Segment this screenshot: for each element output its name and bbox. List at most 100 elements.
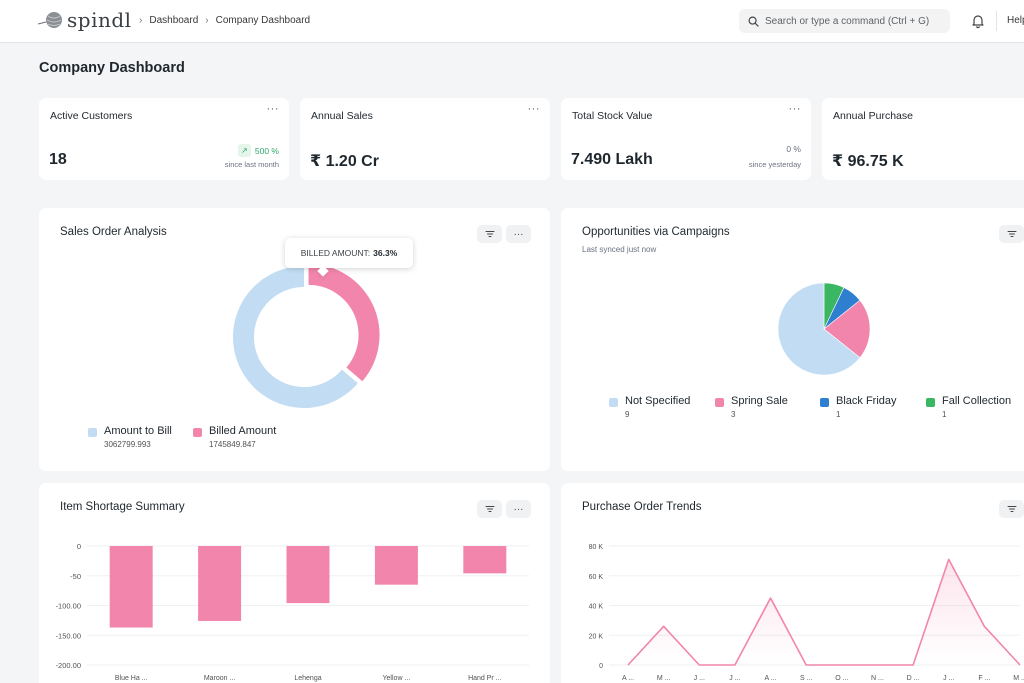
legend-item-spring-sale[interactable]: Spring Sale 3 bbox=[715, 395, 788, 419]
y-tick-label: 20 K bbox=[589, 633, 604, 640]
navbar: spindl › Dashboard › Company Dashboard H… bbox=[0, 0, 1024, 43]
legend-value: 1745849.847 bbox=[209, 440, 256, 449]
breadcrumb-company-dashboard[interactable]: Company Dashboard bbox=[215, 15, 311, 26]
legend-label: Billed Amount bbox=[209, 425, 277, 437]
brand-name: spindl bbox=[67, 8, 132, 32]
card-menu-button[interactable]: ··· bbox=[527, 103, 540, 115]
notification-bell-icon[interactable] bbox=[970, 13, 986, 29]
chart-title: Item Shortage Summary bbox=[60, 501, 185, 513]
legend-swatch bbox=[193, 428, 202, 437]
chart-subtitle: Last synced just now bbox=[582, 245, 657, 254]
chart-title: Purchase Order Trends bbox=[582, 501, 702, 513]
filter-button[interactable] bbox=[477, 500, 502, 518]
bar bbox=[463, 546, 507, 574]
x-tick-label: Yellow ... bbox=[383, 675, 411, 682]
legend-item-fall-collection[interactable]: Fall Collection 1 bbox=[926, 395, 1011, 419]
card-label: Active Customers bbox=[50, 110, 133, 122]
pie-slice-spring-sale bbox=[823, 299, 871, 359]
tooltip-value: 36.3% bbox=[373, 248, 398, 258]
x-tick-label: J ... bbox=[729, 675, 740, 682]
card-menu-button[interactable]: ··· bbox=[266, 103, 279, 115]
arrow-up-right-icon: ↗ bbox=[237, 144, 251, 157]
number-card-total-stock-value: Total Stock Value ··· 0 % since yesterda… bbox=[561, 98, 811, 180]
legend-label: Spring Sale bbox=[731, 395, 788, 407]
legend-swatch bbox=[926, 398, 935, 407]
chart-title: Sales Order Analysis bbox=[60, 226, 167, 238]
bar bbox=[198, 546, 242, 621]
x-tick-label: O ... bbox=[835, 675, 848, 682]
x-tick-label: M ... bbox=[657, 675, 671, 682]
percent-change: 0 % bbox=[786, 144, 801, 154]
number-card-annual-sales: Annual Sales ··· ₹ 1.20 Cr bbox=[300, 98, 550, 180]
since-label: since yesterday bbox=[748, 160, 801, 169]
chevron-right-icon: › bbox=[205, 15, 209, 26]
filter-icon bbox=[485, 231, 494, 237]
card-label: Annual Sales bbox=[311, 110, 373, 122]
x-tick-label: Blue Ha ... bbox=[115, 675, 148, 682]
bar-chart: 0 -50 -100.00 -150.00 -200.00 Blue Ha ... Maro… bbox=[56, 542, 529, 682]
legend-swatch bbox=[88, 428, 97, 437]
legend-item-amount-to-bill[interactable]: Amount to Bill 3062799.993 bbox=[88, 425, 172, 449]
x-tick-label: Hand Pr ... bbox=[468, 675, 502, 682]
navbar-divider bbox=[996, 11, 997, 31]
tooltip-label: BILLED AMOUNT: bbox=[300, 248, 371, 258]
x-tick-label: N ... bbox=[871, 675, 884, 682]
filter-button[interactable] bbox=[999, 225, 1024, 243]
legend-label: Not Specified bbox=[625, 395, 691, 407]
chart-card-item-shortage-summary: Item Shortage Summary ··· 0 -50 -100.00 -15… bbox=[39, 483, 550, 683]
percent-change-value: 500 % bbox=[254, 145, 279, 156]
chart-menu-button[interactable]: ··· bbox=[506, 500, 531, 518]
filter-icon bbox=[485, 506, 494, 512]
legend-item-black-friday[interactable]: Black Friday 1 bbox=[820, 395, 897, 419]
legend-item-billed-amount[interactable]: Billed Amount 1745849.847 bbox=[193, 425, 276, 449]
chart-card-purchase-order-trends: Purchase Order Trends 0 20 K 40 K 60 K 80 K A… bbox=[561, 483, 1024, 683]
x-tick-label: Lehenga bbox=[294, 675, 321, 682]
chart-menu-button[interactable]: ··· bbox=[506, 225, 531, 243]
y-tick-label: -200.00 bbox=[56, 661, 81, 670]
legend-swatch bbox=[820, 398, 829, 407]
breadcrumb-dashboard[interactable]: Dashboard bbox=[149, 15, 199, 26]
x-tick-label: S ... bbox=[800, 675, 813, 682]
pie-chart bbox=[777, 282, 871, 376]
filter-button[interactable] bbox=[999, 500, 1024, 518]
chevron-right-icon: › bbox=[139, 15, 143, 26]
card-value: ₹ 1.20 Cr bbox=[310, 153, 379, 170]
chart-tooltip: BILLED AMOUNT: 36.3% bbox=[285, 238, 413, 268]
legend-item-not-specified[interactable]: Not Specified 9 bbox=[609, 395, 690, 419]
bar bbox=[286, 546, 330, 604]
card-label: Annual Purchase bbox=[833, 110, 913, 122]
page-title: Company Dashboard bbox=[39, 60, 185, 76]
since-label: since last month bbox=[224, 160, 279, 169]
filter-icon bbox=[1007, 506, 1016, 512]
number-card-annual-purchase: Annual Purchase ₹ 96.75 K bbox=[822, 98, 1024, 180]
filter-icon bbox=[1007, 231, 1016, 237]
x-tick-label: F ... bbox=[978, 675, 990, 682]
card-label: Total Stock Value bbox=[572, 110, 653, 122]
bar bbox=[374, 546, 418, 585]
donut-slice-amount-to-bill bbox=[233, 266, 358, 408]
legend-swatch bbox=[715, 398, 724, 407]
donut-chart bbox=[233, 263, 380, 408]
line-chart: 0 20 K 40 K 60 K 80 K A ... M ... J ... J ... A .… bbox=[589, 544, 1024, 682]
x-tick-label: M ... bbox=[1013, 675, 1024, 682]
search-input[interactable] bbox=[765, 15, 945, 27]
y-tick-label: -50 bbox=[70, 572, 81, 581]
help-menu[interactable]: Help bbox=[1007, 15, 1024, 26]
legend-label: Black Friday bbox=[836, 395, 897, 407]
legend-value: 3 bbox=[731, 410, 736, 419]
x-tick-label: Maroon ... bbox=[204, 675, 236, 682]
x-tick-label: A ... bbox=[622, 675, 634, 682]
filter-button[interactable] bbox=[477, 225, 502, 243]
y-tick-label: -150.00 bbox=[56, 631, 81, 640]
area-fill bbox=[628, 559, 1020, 665]
card-value: 18 bbox=[49, 151, 67, 168]
y-tick-label: 0 bbox=[77, 542, 81, 551]
brand-logo[interactable]: spindl bbox=[38, 8, 132, 32]
y-tick-label: 80 K bbox=[589, 544, 604, 551]
legend-value: 9 bbox=[625, 410, 630, 419]
search-bar[interactable] bbox=[739, 9, 950, 33]
chart-card-opportunities-via-campaigns: Opportunities via Campaigns Last synced … bbox=[561, 208, 1024, 471]
series-line bbox=[627, 558, 1021, 666]
search-icon bbox=[748, 16, 759, 27]
card-menu-button[interactable]: ··· bbox=[788, 103, 801, 115]
